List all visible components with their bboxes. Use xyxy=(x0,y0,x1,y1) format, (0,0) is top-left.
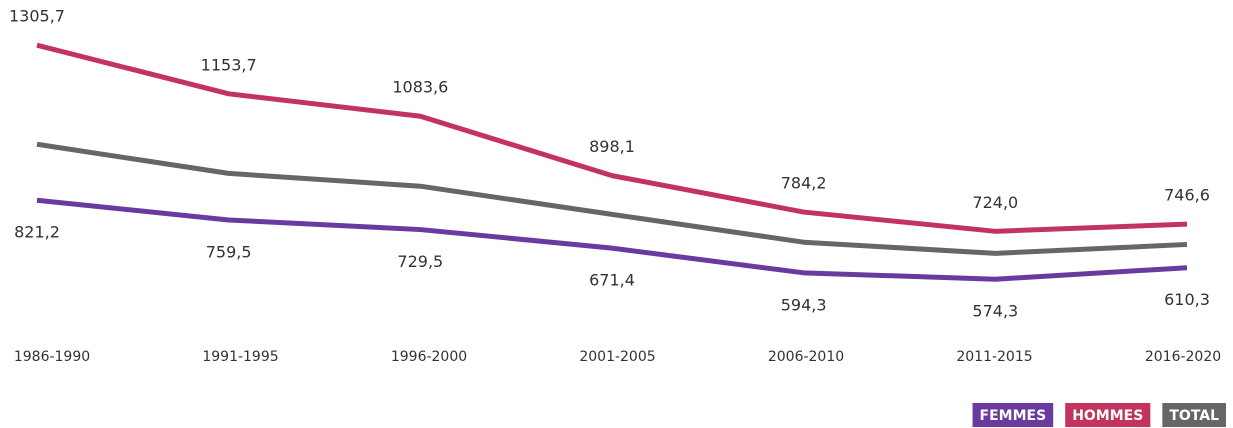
x-tick-label: 2001-2005 xyxy=(579,349,655,365)
data-label: 821,2 xyxy=(14,223,60,242)
data-label: 1305,7 xyxy=(9,7,65,26)
legend-label: TOTAL xyxy=(1169,408,1219,424)
legend-swatch xyxy=(972,403,1054,427)
data-label: 594,3 xyxy=(781,295,827,314)
x-tick-label: 2016-2020 xyxy=(1145,349,1221,365)
series-line xyxy=(36,42,1188,234)
series-line xyxy=(36,141,1188,256)
x-tick-label: 1986-1990 xyxy=(14,349,90,365)
data-label: 724,0 xyxy=(972,193,1018,212)
series-line xyxy=(36,197,1188,282)
data-label: 729,5 xyxy=(397,252,443,271)
legend-label: FEMMES xyxy=(980,408,1047,424)
data-label: 671,4 xyxy=(589,271,635,290)
data-label: 574,3 xyxy=(972,302,1018,321)
data-label: 610,3 xyxy=(1164,290,1210,309)
legend-label: HOMMES xyxy=(1072,408,1143,424)
data-label: 898,1 xyxy=(589,137,635,156)
data-label: 759,5 xyxy=(206,242,252,261)
x-tick-label: 2011-2015 xyxy=(956,349,1032,365)
x-tick-label: 1996-2000 xyxy=(391,349,467,365)
x-tick-label: 2006-2010 xyxy=(768,349,844,365)
legend-swatch xyxy=(1162,403,1226,427)
data-label: 784,2 xyxy=(781,174,827,193)
x-tick-label: 1991-1995 xyxy=(202,349,278,365)
data-label: 1083,6 xyxy=(392,78,448,97)
legend-swatch xyxy=(1065,403,1151,427)
data-label: 746,6 xyxy=(1164,186,1210,205)
data-label: 1153,7 xyxy=(201,55,257,74)
